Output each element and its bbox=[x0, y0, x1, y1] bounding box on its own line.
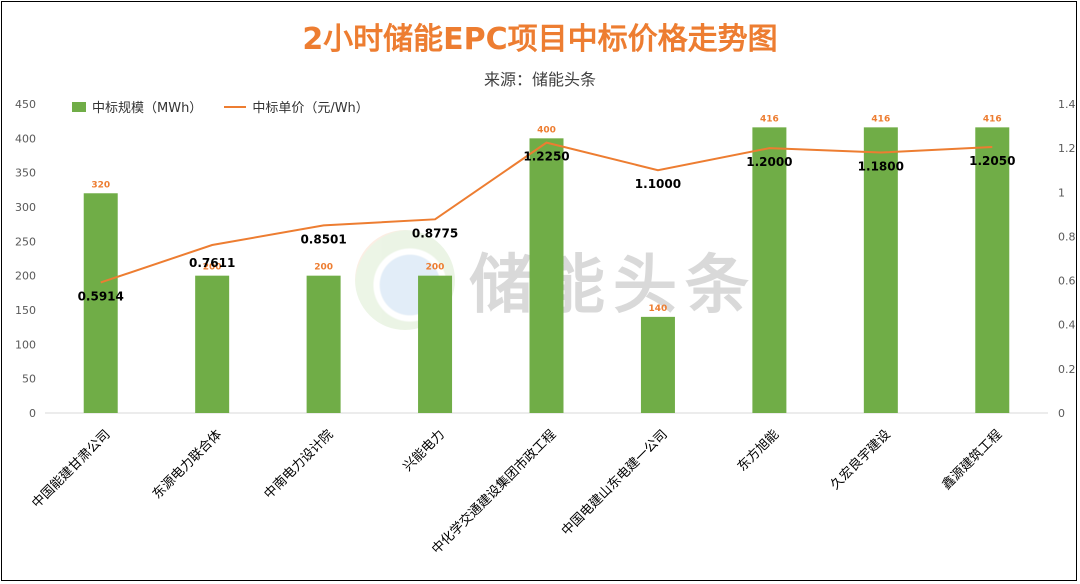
line-value-label: 0.8775 bbox=[412, 226, 458, 240]
bar bbox=[83, 193, 118, 413]
legend-bar-swatch-icon bbox=[72, 101, 86, 112]
bar-value-label: 200 bbox=[314, 263, 333, 273]
line-value-label: 1.1800 bbox=[858, 160, 904, 174]
y-left-tick-label: 50 bbox=[22, 373, 36, 386]
x-tick-label: 东方旭能 bbox=[734, 427, 782, 475]
x-tick-label: 中南电力设计院 bbox=[261, 427, 337, 503]
y-right-tick-label: 1.4 bbox=[1058, 98, 1076, 111]
legend-item-bar: 中标规模（MWh） bbox=[72, 97, 202, 116]
y-left-tick-label: 150 bbox=[15, 304, 36, 317]
x-tick-label: 中国电建山东电建一公司 bbox=[559, 427, 671, 539]
bar-value-label: 416 bbox=[983, 114, 1002, 124]
y-left-tick-label: 250 bbox=[15, 235, 36, 248]
line-value-label: 1.1000 bbox=[635, 177, 681, 191]
y-left-tick-label: 0 bbox=[29, 407, 36, 420]
legend-item-line: 中标单价（元/Wh） bbox=[224, 97, 369, 116]
legend-label-bar: 中标规模（MWh） bbox=[92, 101, 203, 116]
x-tick-label: 东源电力联合体 bbox=[150, 427, 225, 502]
bar bbox=[195, 275, 230, 413]
bar-value-label: 200 bbox=[426, 263, 445, 273]
chart-subtitle: 来源：储能头条 bbox=[483, 70, 596, 89]
bar bbox=[863, 127, 898, 413]
series-line bbox=[100, 141, 993, 284]
y-right-tick-label: 1.2 bbox=[1058, 142, 1076, 155]
bar bbox=[529, 138, 564, 414]
legend-line-swatch-icon bbox=[224, 105, 247, 108]
legend-label-line: 中标单价（元/Wh） bbox=[252, 101, 369, 116]
line-value-label: 1.2000 bbox=[746, 155, 792, 169]
y-right-tick-label: 0 bbox=[1058, 407, 1065, 420]
y-right-tick-label: 0.8 bbox=[1058, 230, 1076, 243]
x-tick-label: 中国能建甘肃公司 bbox=[29, 427, 113, 511]
y-left-tick-label: 350 bbox=[15, 167, 36, 180]
bar bbox=[975, 127, 1010, 413]
x-tick-label: 兴能电力 bbox=[400, 427, 447, 474]
line-value-label: 1.2250 bbox=[523, 150, 569, 164]
x-tick-label: 中化学交通建设集团市政工程 bbox=[429, 427, 560, 558]
y-right-tick-label: 0.2 bbox=[1058, 363, 1076, 376]
bar bbox=[418, 275, 453, 413]
line-value-label: 0.7611 bbox=[189, 256, 235, 270]
chart-title: 2小时储能EPC项目中标价格走势图 bbox=[302, 22, 778, 57]
bar-value-label: 200 bbox=[203, 263, 222, 273]
y-right-tick-label: 0.4 bbox=[1058, 319, 1076, 332]
bar bbox=[640, 316, 675, 413]
x-tick-label: 鑫源建筑工程 bbox=[939, 427, 1005, 493]
bar-value-label: 416 bbox=[871, 114, 890, 124]
y-right-tick-label: 1 bbox=[1058, 186, 1065, 199]
line-value-label: 0.8501 bbox=[300, 232, 346, 246]
y-left-tick-label: 400 bbox=[15, 132, 36, 145]
x-tick-label: 久宏良宇建设 bbox=[827, 427, 893, 493]
legend: 中标规模（MWh） 中标单价（元/Wh） bbox=[72, 97, 391, 116]
bar-value-label: 320 bbox=[91, 180, 110, 190]
y-left-tick-label: 200 bbox=[15, 270, 36, 283]
bar bbox=[306, 275, 341, 413]
bar-value-label: 416 bbox=[760, 114, 779, 124]
line-value-label: 0.5914 bbox=[78, 289, 124, 303]
y-right-tick-label: 0.6 bbox=[1058, 275, 1076, 288]
bar bbox=[752, 127, 787, 413]
watermark-text: 储能头条 bbox=[469, 249, 757, 323]
bar-value-label: 400 bbox=[537, 125, 556, 135]
y-left-tick-label: 450 bbox=[15, 98, 36, 111]
y-left-tick-label: 100 bbox=[15, 338, 36, 351]
line-value-label: 1.2050 bbox=[969, 154, 1015, 168]
bar-value-label: 140 bbox=[649, 304, 668, 314]
y-left-tick-label: 300 bbox=[15, 201, 36, 214]
